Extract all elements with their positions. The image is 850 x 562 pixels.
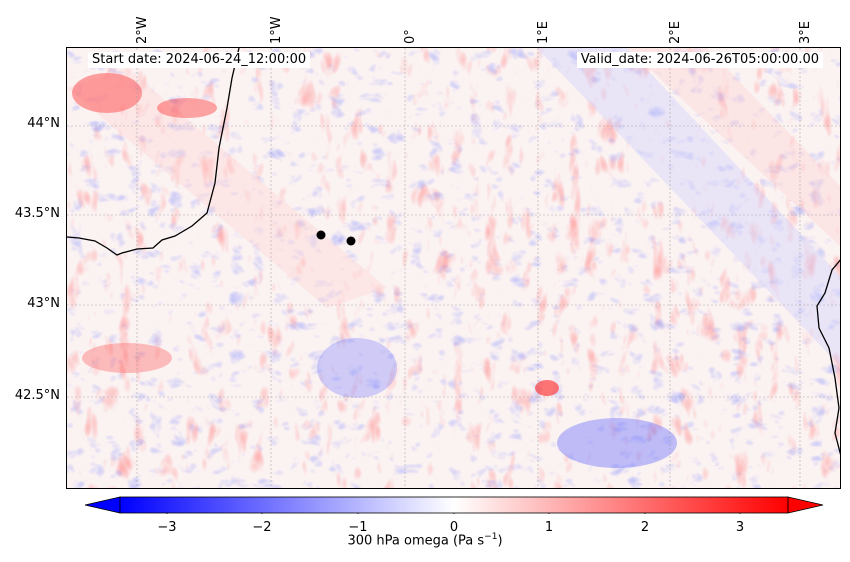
colorbar-tick-label: −2 [252, 520, 272, 535]
lat-tick: 42.5°N [14, 388, 60, 403]
map-panel [66, 47, 841, 489]
lon-tick: 1°W [269, 16, 284, 44]
lon-tick: 2°W [135, 16, 150, 44]
colorbar-label: 300 hPa omega (Pa s−1) [347, 532, 503, 549]
lat-tick: 43.5°N [14, 206, 60, 221]
lat-tick: 43°N [27, 296, 60, 311]
colorbar-gradient [119, 496, 789, 514]
colorbar-tick-label: 2 [640, 520, 650, 535]
colorbar [84, 496, 824, 514]
valid-date-label: Valid_date: 2024-06-26T05:00:00.00 [576, 52, 823, 68]
colorbar-tick-label: 3 [735, 520, 745, 535]
omega-field-map [67, 48, 840, 488]
lat-tick: 44°N [27, 116, 60, 131]
location-marker [346, 236, 356, 246]
start-date-label: Start date: 2024-06-24_12:00:00 [88, 52, 311, 68]
lon-tick: 3°E [798, 21, 813, 44]
location-marker [316, 230, 326, 240]
lon-tick: 1°E [536, 21, 551, 44]
coastline-bay-of-biscay [67, 48, 240, 256]
lon-tick: 2°E [668, 21, 683, 44]
colorbar-tick-label: 1 [544, 520, 554, 535]
lon-tick: 0° [403, 29, 418, 44]
colorbar-tick-label: −3 [157, 520, 177, 535]
intense-cells [72, 73, 677, 468]
colorbar-tick-label: 0 [449, 520, 459, 535]
gridlines [67, 48, 840, 488]
field-negative-texture [67, 48, 840, 488]
coastline-mediterranean [816, 259, 840, 455]
colorbar-high-extend [787, 496, 824, 514]
colorbar-low-extend [84, 496, 121, 514]
colorbar-tick-label: −1 [348, 520, 368, 535]
